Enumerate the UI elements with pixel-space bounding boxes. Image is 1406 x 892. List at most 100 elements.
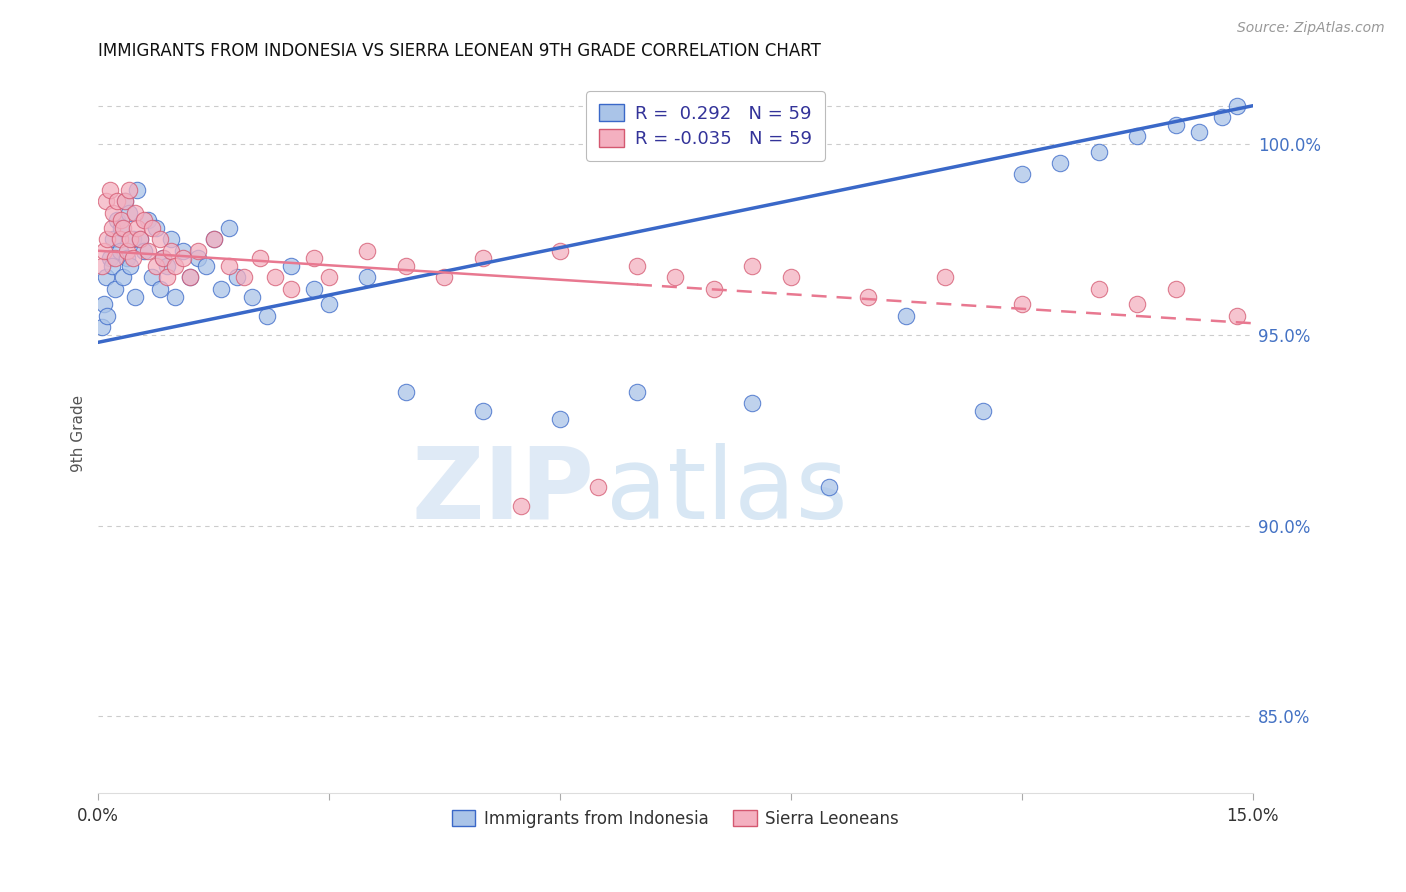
Point xyxy=(145,259,167,273)
Point xyxy=(163,289,186,303)
Point xyxy=(152,252,174,266)
Point xyxy=(101,220,124,235)
Point xyxy=(202,232,225,246)
Point xyxy=(98,252,121,266)
Point xyxy=(149,232,172,246)
Point xyxy=(741,259,763,273)
Text: IMMIGRANTS FROM INDONESIA VS SIERRA LEONEAN 9TH GRADE CORRELATION CHART: IMMIGRANTS FROM INDONESIA VS SIERRA LEON… xyxy=(98,42,821,60)
Point xyxy=(218,220,240,235)
Point xyxy=(818,480,841,494)
Point xyxy=(1226,309,1249,323)
Point xyxy=(1011,297,1033,311)
Point xyxy=(664,270,686,285)
Point xyxy=(134,244,156,258)
Point xyxy=(1211,110,1233,124)
Point xyxy=(187,244,209,258)
Point xyxy=(1188,125,1211,139)
Point xyxy=(94,270,117,285)
Point xyxy=(209,282,232,296)
Point xyxy=(118,205,141,219)
Point xyxy=(103,205,125,219)
Point xyxy=(111,220,134,235)
Point xyxy=(160,244,183,258)
Point xyxy=(302,252,325,266)
Point xyxy=(105,213,128,227)
Point xyxy=(548,411,571,425)
Point xyxy=(172,252,194,266)
Point xyxy=(108,244,131,258)
Point xyxy=(110,220,132,235)
Point xyxy=(1088,282,1111,296)
Point xyxy=(179,270,201,285)
Point xyxy=(90,259,112,273)
Point xyxy=(1126,297,1149,311)
Point xyxy=(90,320,112,334)
Point xyxy=(120,259,142,273)
Point xyxy=(626,259,648,273)
Point xyxy=(510,500,533,514)
Point xyxy=(356,270,378,285)
Point xyxy=(395,384,418,399)
Point xyxy=(264,270,287,285)
Point xyxy=(302,282,325,296)
Point xyxy=(121,232,143,246)
Point xyxy=(114,194,136,208)
Point xyxy=(1226,99,1249,113)
Point xyxy=(98,183,121,197)
Point xyxy=(1164,282,1187,296)
Point xyxy=(160,232,183,246)
Point xyxy=(318,270,340,285)
Point xyxy=(141,220,163,235)
Point xyxy=(896,309,918,323)
Point xyxy=(249,252,271,266)
Point xyxy=(433,270,456,285)
Point xyxy=(156,259,179,273)
Point xyxy=(141,270,163,285)
Point xyxy=(1126,129,1149,144)
Point xyxy=(626,384,648,399)
Text: atlas: atlas xyxy=(606,442,848,540)
Point xyxy=(136,213,159,227)
Point xyxy=(110,213,132,227)
Point xyxy=(972,404,994,418)
Point xyxy=(118,183,141,197)
Point xyxy=(125,183,148,197)
Point xyxy=(934,270,956,285)
Point xyxy=(218,259,240,273)
Point xyxy=(108,232,131,246)
Point xyxy=(117,252,139,266)
Point xyxy=(1011,168,1033,182)
Point xyxy=(124,289,146,303)
Point xyxy=(96,309,118,323)
Point xyxy=(152,252,174,266)
Point xyxy=(856,289,879,303)
Point xyxy=(202,232,225,246)
Point xyxy=(588,480,610,494)
Point xyxy=(104,252,127,266)
Point xyxy=(703,282,725,296)
Point xyxy=(1049,156,1071,170)
Point xyxy=(96,232,118,246)
Point xyxy=(94,194,117,208)
Y-axis label: 9th Grade: 9th Grade xyxy=(72,395,86,473)
Point xyxy=(163,259,186,273)
Point xyxy=(136,244,159,258)
Point xyxy=(105,194,128,208)
Point xyxy=(125,220,148,235)
Point xyxy=(117,244,139,258)
Point xyxy=(145,220,167,235)
Point xyxy=(240,289,263,303)
Point xyxy=(741,396,763,410)
Point xyxy=(121,252,143,266)
Point xyxy=(280,259,302,273)
Point xyxy=(129,232,152,246)
Point xyxy=(93,297,115,311)
Point xyxy=(233,270,256,285)
Point xyxy=(93,244,115,258)
Point xyxy=(129,232,152,246)
Point xyxy=(395,259,418,273)
Text: Source: ZipAtlas.com: Source: ZipAtlas.com xyxy=(1237,21,1385,36)
Point xyxy=(472,404,495,418)
Point xyxy=(149,282,172,296)
Point xyxy=(225,270,247,285)
